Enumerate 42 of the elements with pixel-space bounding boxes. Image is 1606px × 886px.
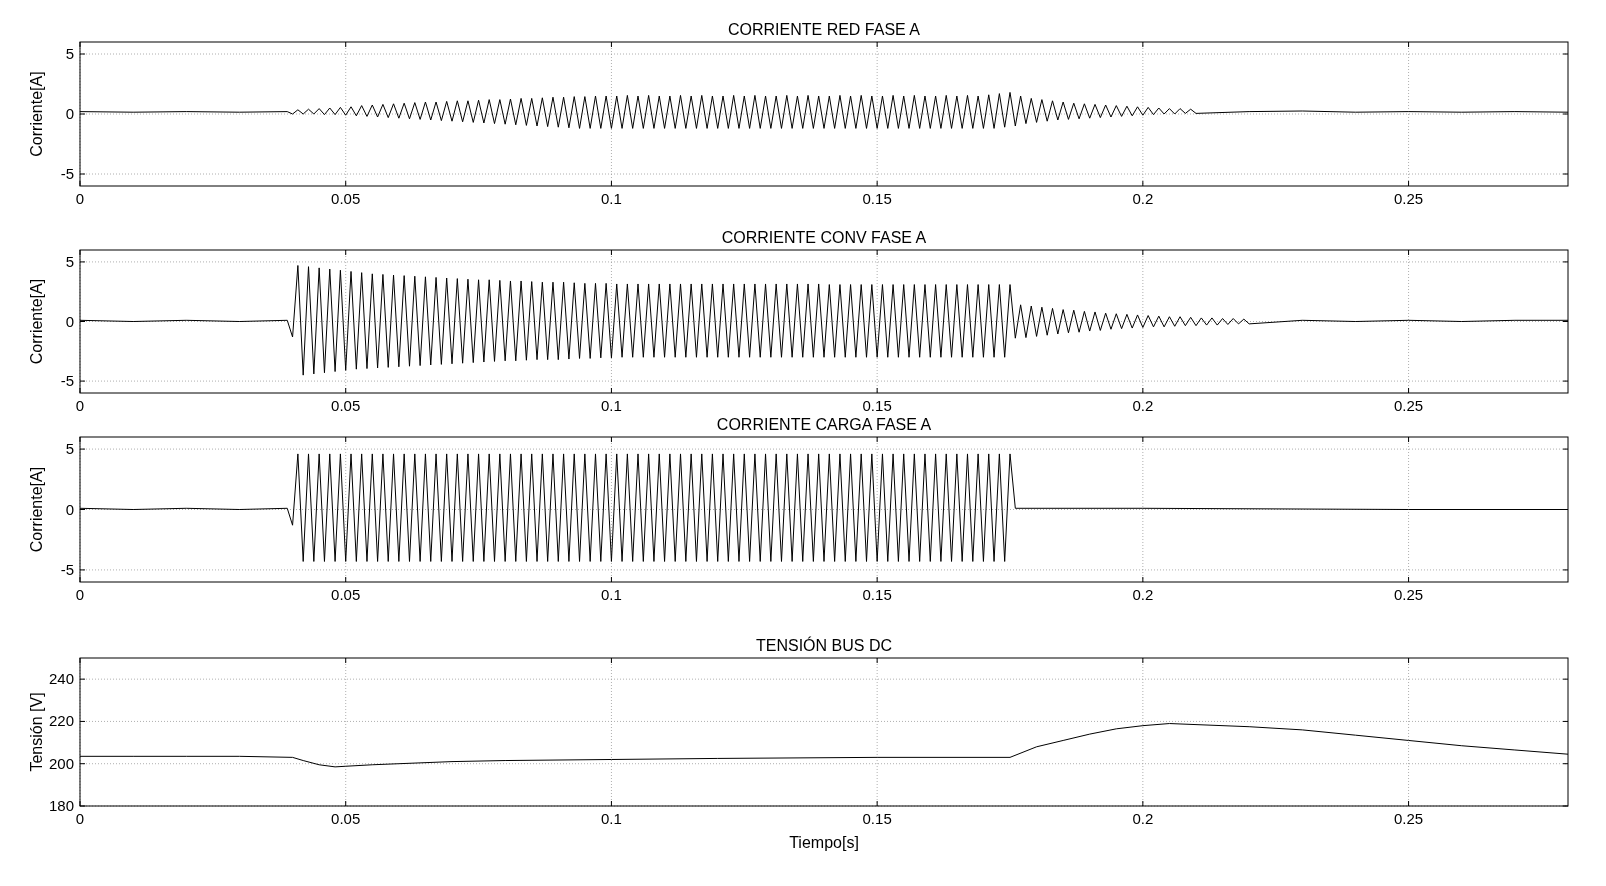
x-tick-label: 0.15 bbox=[862, 190, 892, 207]
chart-title: CORRIENTE CARGA FASE A bbox=[716, 416, 932, 433]
y-tick-label: 0 bbox=[65, 312, 74, 330]
y-tick-label: 5 bbox=[65, 440, 74, 458]
chart-title: TENSIÓN BUS DC bbox=[755, 636, 893, 654]
x-tick-label: 0.05 bbox=[331, 810, 361, 827]
y-tick-label: -5 bbox=[60, 372, 74, 390]
x-tick-label: 0.2 bbox=[1132, 586, 1154, 603]
x-tick-label: 0.2 bbox=[1132, 397, 1154, 414]
x-tick-label: 0.1 bbox=[601, 586, 622, 603]
x-tick-label: 0.1 bbox=[601, 810, 622, 827]
x-tick-label: 0.15 bbox=[862, 810, 892, 827]
chart-title: CORRIENTE RED FASE A bbox=[727, 21, 921, 38]
x-tick-label: 0.05 bbox=[331, 190, 361, 207]
x-tick-label: 0.25 bbox=[1393, 397, 1424, 414]
y-tick-label: 200 bbox=[48, 754, 74, 772]
y-tick-label: -5 bbox=[60, 165, 74, 182]
y-tick-label: 180 bbox=[48, 797, 74, 814]
y-tick-label: 240 bbox=[48, 670, 74, 688]
y-tick-label: -5 bbox=[60, 560, 74, 578]
x-tick-label: 0.25 bbox=[1393, 810, 1424, 827]
x-tick-label: 0.2 bbox=[1132, 190, 1154, 207]
y-axis-title: Corriente[A] bbox=[28, 71, 45, 157]
y-tick-label: 220 bbox=[48, 712, 74, 730]
y-tick-label: 0 bbox=[65, 105, 74, 122]
y-axis-title: Tensión [V] bbox=[28, 692, 45, 772]
chart-title: CORRIENTE CONV FASE A bbox=[721, 229, 927, 246]
x-tick-label: 0.05 bbox=[331, 586, 361, 603]
x-tick-label: 0.25 bbox=[1393, 190, 1424, 207]
y-axis-title: Corriente[A] bbox=[28, 278, 45, 365]
y-axis-title: Corriente[A] bbox=[28, 466, 45, 553]
y-tick-label: 5 bbox=[65, 252, 74, 270]
x-tick-label: 0.25 bbox=[1393, 586, 1424, 603]
x-tick-label: 0.2 bbox=[1132, 810, 1154, 827]
x-tick-label: 0.1 bbox=[601, 397, 622, 414]
x-tick-label: 0.05 bbox=[331, 397, 361, 414]
x-tick-label: 0.15 bbox=[862, 397, 892, 414]
x-tick-label: 0.1 bbox=[601, 190, 622, 207]
x-tick-label: 0.15 bbox=[862, 586, 892, 603]
y-tick-label: 0 bbox=[65, 500, 74, 518]
y-tick-label: 5 bbox=[65, 45, 74, 62]
x-axis-title: Tiempo[s] bbox=[789, 834, 859, 851]
